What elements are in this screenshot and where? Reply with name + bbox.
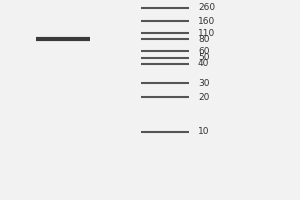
Text: 10: 10 — [198, 128, 209, 136]
Text: 260: 260 — [198, 3, 215, 12]
Text: 20: 20 — [198, 92, 209, 102]
Text: 60: 60 — [198, 46, 209, 55]
Text: 160: 160 — [198, 17, 215, 25]
Text: 80: 80 — [198, 34, 209, 44]
Text: 40: 40 — [198, 60, 209, 68]
Text: 50: 50 — [198, 53, 209, 62]
Text: 110: 110 — [198, 28, 215, 38]
Text: 30: 30 — [198, 78, 209, 88]
